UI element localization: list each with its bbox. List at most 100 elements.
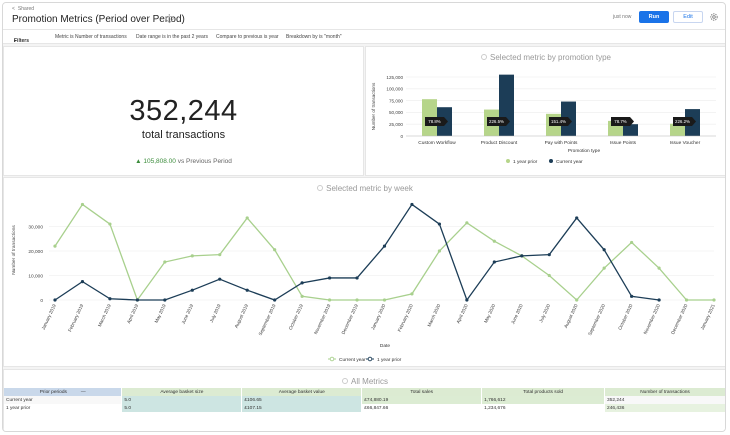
table-row: Current year 5.0 £106.65 £74,880.19 1,76…	[4, 396, 725, 404]
comparison-change: 105,808.00	[143, 158, 176, 165]
edit-button[interactable]: Edit	[673, 11, 703, 23]
up-arrow-icon: ▲	[135, 158, 142, 165]
data-point-current-year[interactable]	[437, 249, 442, 253]
data-point-current-year[interactable]	[465, 221, 469, 225]
bar-current-year[interactable]	[499, 74, 514, 136]
legend-label: 1 year prior	[377, 357, 402, 363]
breadcrumb[interactable]: < Shared	[12, 6, 34, 12]
all-metrics-title-text: All Metrics	[351, 377, 388, 386]
data-point-1-year-prior[interactable]	[163, 298, 167, 302]
data-point-current-year[interactable]	[273, 248, 277, 252]
data-point-1-year-prior[interactable]	[245, 288, 249, 292]
bar-1-year-prior[interactable]	[670, 123, 685, 136]
heart-icon[interactable]	[165, 15, 174, 24]
x-tick-label: Product Discount	[481, 140, 518, 146]
table-cell: 1,766,612	[481, 396, 606, 404]
column-header-total-sales[interactable]: Total sales	[361, 388, 483, 396]
gear-icon[interactable]	[709, 12, 719, 22]
data-point-current-year[interactable]	[80, 202, 85, 207]
column-header-total-products-sold[interactable]: Total products sold	[481, 388, 606, 396]
y-tick-label: 75,000	[389, 98, 403, 103]
total-transactions-value: 352,244	[129, 95, 238, 127]
column-header-prior-periods[interactable]: Prior periods —	[4, 388, 123, 396]
data-point-1-year-prior[interactable]	[657, 298, 661, 302]
data-point-1-year-prior[interactable]	[602, 248, 606, 252]
column-header-average-basket-size[interactable]: Average basket size	[121, 388, 243, 396]
series-line-1-year-prior	[54, 203, 660, 302]
data-point-1-year-prior[interactable]	[630, 294, 634, 298]
data-point-current-year[interactable]	[657, 266, 661, 270]
data-point-1-year-prior[interactable]	[80, 280, 85, 284]
breadcrumb-shared[interactable]: Shared	[17, 6, 35, 12]
data-point-1-year-prior[interactable]	[108, 297, 112, 301]
column-header-number-of-transactions[interactable]: Number of transactions	[604, 388, 725, 396]
table-cell: 5.0	[121, 396, 243, 404]
tile-status-icon	[481, 54, 488, 60]
x-tick-label: January 2021	[700, 303, 716, 331]
data-point-current-year[interactable]	[684, 298, 689, 302]
legend-item[interactable]: 1 year prior	[506, 159, 538, 165]
data-point-current-year[interactable]	[218, 253, 222, 257]
data-point-current-year[interactable]	[602, 266, 606, 270]
data-point-1-year-prior[interactable]	[520, 254, 524, 258]
data-point-1-year-prior[interactable]	[218, 277, 222, 281]
x-tick-label: November 2019	[313, 303, 332, 335]
data-point-current-year[interactable]	[108, 222, 112, 226]
x-tick-label: December 2019	[341, 303, 360, 335]
filter-breakdown[interactable]: Breakdown by is "month"	[286, 34, 342, 40]
table-cell: £107.15	[241, 404, 363, 412]
table-cell: 1 year prior	[4, 404, 123, 412]
legend-item[interactable]: Current year	[328, 356, 366, 363]
data-point-current-year[interactable]	[190, 254, 194, 258]
data-point-current-year[interactable]	[245, 216, 249, 220]
table-header-row: Prior periods — Average basket size Avera…	[4, 388, 725, 396]
data-point-1-year-prior[interactable]	[190, 288, 194, 292]
comparison-suffix: vs Previous Period	[177, 158, 232, 165]
bar-current-year[interactable]	[623, 124, 638, 136]
data-point-1-year-prior[interactable]	[327, 276, 332, 280]
data-point-current-year[interactable]	[327, 298, 332, 302]
data-point-1-year-prior[interactable]	[437, 222, 442, 226]
data-point-1-year-prior[interactable]	[382, 244, 387, 248]
change-label-arrow	[611, 117, 634, 126]
legend-item[interactable]: 1 year prior	[366, 356, 402, 363]
y-tick-label: 125,000	[386, 75, 403, 80]
sort-icon[interactable]: —	[80, 389, 86, 395]
data-point-current-year[interactable]	[53, 244, 57, 248]
data-point-current-year[interactable]	[410, 292, 414, 296]
data-point-current-year[interactable]	[382, 298, 387, 302]
data-point-1-year-prior[interactable]	[492, 260, 496, 264]
tile-status-icon	[317, 185, 324, 191]
legend-item[interactable]: Current year	[549, 159, 583, 165]
data-point-1-year-prior[interactable]	[135, 298, 139, 302]
legend-swatch	[367, 356, 373, 362]
data-point-1-year-prior[interactable]	[465, 298, 469, 302]
run-button[interactable]: Run	[639, 11, 669, 23]
y-tick-label: 10,000	[28, 273, 43, 279]
data-point-current-year[interactable]	[163, 260, 167, 264]
data-point-current-year[interactable]	[575, 298, 579, 302]
filter-compare[interactable]: Compare to previous is year	[216, 34, 279, 40]
data-point-current-year[interactable]	[547, 273, 551, 278]
data-point-current-year[interactable]	[300, 294, 304, 298]
data-point-1-year-prior[interactable]	[300, 281, 304, 285]
data-point-1-year-prior[interactable]	[575, 216, 579, 220]
data-point-current-year[interactable]	[630, 240, 634, 245]
column-header-average-basket-value[interactable]: Average basket value	[241, 388, 363, 396]
change-label-text: 226.2%	[675, 119, 690, 124]
data-point-1-year-prior[interactable]	[410, 202, 414, 207]
change-label: 226.2%	[673, 117, 696, 126]
legend-swatch	[549, 159, 553, 163]
filter-metric[interactable]: Metric is Number of transactions	[55, 34, 127, 40]
x-tick-label: Custom Workflow	[418, 140, 456, 146]
data-point-current-year[interactable]	[355, 298, 359, 302]
data-point-1-year-prior[interactable]	[355, 276, 359, 280]
data-point-current-year[interactable]	[492, 239, 496, 243]
data-point-1-year-prior[interactable]	[547, 253, 551, 257]
data-point-1-year-prior[interactable]	[53, 298, 57, 302]
filter-date-range[interactable]: Date range is in the past 2 years	[136, 34, 208, 40]
data-point-1-year-prior[interactable]	[273, 298, 277, 302]
data-point-current-year[interactable]	[712, 298, 716, 302]
x-tick-label: July 2020	[538, 303, 551, 323]
x-tick-label: Pay with Points	[545, 140, 578, 146]
